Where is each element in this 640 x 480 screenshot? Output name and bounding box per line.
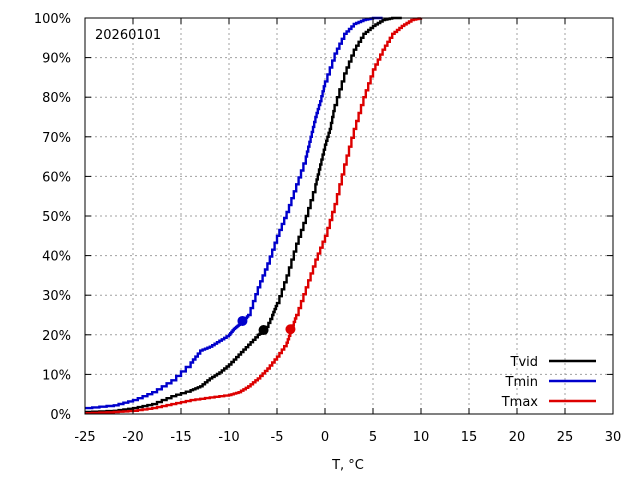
plot-frame	[84, 17, 614, 415]
y-tick-label: 20%	[42, 329, 71, 344]
series-marker-tvid	[258, 325, 269, 336]
x-tick-label: 25	[557, 430, 574, 445]
x-tick-label: -15	[170, 430, 191, 445]
series-line-tmin	[85, 16, 383, 410]
legend-label-tmin: Tmin	[505, 375, 538, 390]
y-tick-labels: 0% 10% 20% 30% 40% 50% 60% 70% 80% 90% 100%	[34, 12, 71, 423]
x-axis-title: T, °C	[331, 458, 364, 473]
series-marker-tmax	[285, 324, 296, 335]
x-tick-label: -10	[218, 430, 239, 445]
y-tick-label: 70%	[42, 131, 71, 146]
chart-annotation: 20260101	[95, 28, 161, 43]
y-tick-label: 60%	[42, 170, 71, 185]
y-tick-label: 10%	[42, 368, 71, 383]
y-tick-label: 50%	[42, 210, 71, 225]
x-tick-label: 15	[461, 430, 478, 445]
x-tick-label: 10	[413, 430, 430, 445]
series-markers	[237, 315, 296, 336]
y-tick-label: 30%	[42, 289, 71, 304]
grid	[85, 18, 613, 414]
legend-label-tvid: Tvid	[510, 355, 539, 370]
legend-label-tmax: Tmax	[501, 395, 539, 410]
y-tick-label: 40%	[42, 250, 71, 265]
x-tick-label: 0	[321, 430, 329, 445]
x-tick-labels: -25 -20 -15 -10 -5 0 5 10 15 20 25 30	[74, 430, 621, 445]
x-tick-label: 30	[605, 430, 622, 445]
y-tick-label: 90%	[42, 52, 71, 67]
series-line-tvid	[85, 16, 402, 414]
series-marker-tmin	[237, 315, 248, 326]
y-tick-label: 80%	[42, 91, 71, 106]
y-tick-label: 100%	[34, 12, 71, 27]
x-tick-label: -25	[74, 430, 95, 445]
x-tick-label: -5	[271, 430, 284, 445]
x-tick-label: -20	[122, 430, 143, 445]
x-tick-label: 5	[369, 430, 377, 445]
legend: Tvid Tmin Tmax	[501, 355, 596, 410]
x-tick-label: 20	[509, 430, 526, 445]
y-tick-label: 0%	[50, 408, 71, 423]
